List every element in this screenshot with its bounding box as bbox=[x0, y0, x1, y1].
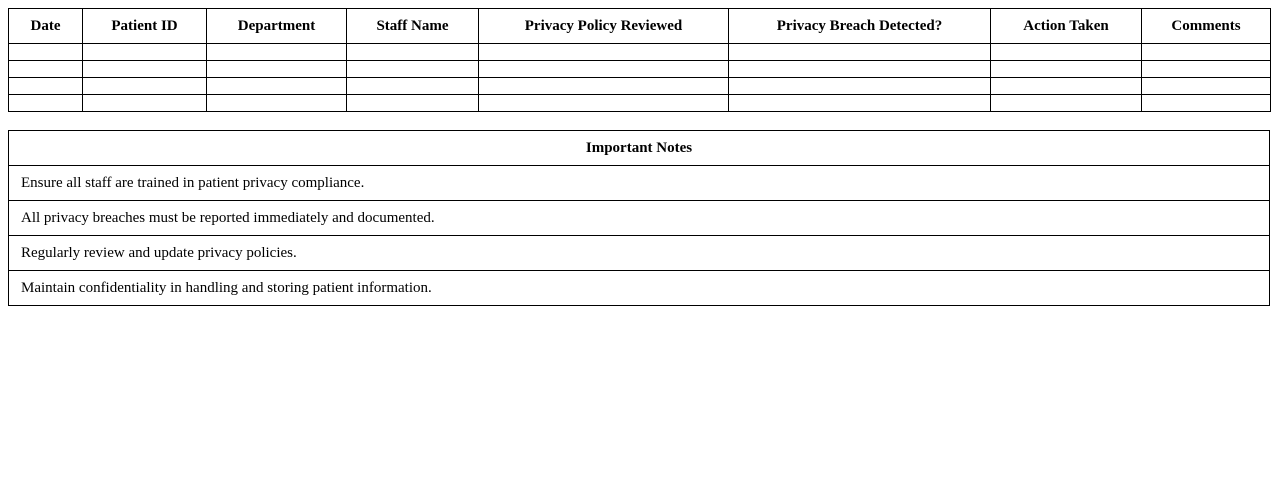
note-row: Ensure all staff are trained in patient … bbox=[8, 165, 1270, 201]
notes-title: Important Notes bbox=[8, 130, 1270, 166]
table-cell[interactable] bbox=[1141, 77, 1271, 95]
table-cell[interactable] bbox=[206, 77, 347, 95]
table-cell[interactable] bbox=[990, 77, 1142, 95]
table-cell[interactable] bbox=[82, 77, 207, 95]
table-cell[interactable] bbox=[990, 43, 1142, 61]
table-cell[interactable] bbox=[346, 60, 479, 78]
table-cell[interactable] bbox=[82, 60, 207, 78]
table-cell[interactable] bbox=[1141, 43, 1271, 61]
important-notes-table: Important Notes Ensure all staff are tra… bbox=[8, 130, 1270, 306]
header-breach-detected: Privacy Breach Detected? bbox=[728, 8, 991, 44]
table-cell[interactable] bbox=[206, 43, 347, 61]
note-item: All privacy breaches must be reported im… bbox=[8, 200, 1270, 236]
header-patient-id: Patient ID bbox=[82, 8, 207, 44]
table-row bbox=[8, 77, 1271, 95]
table-cell[interactable] bbox=[728, 43, 991, 61]
table-cell[interactable] bbox=[728, 60, 991, 78]
table-cell[interactable] bbox=[990, 60, 1142, 78]
table-cell[interactable] bbox=[478, 94, 729, 112]
table-cell[interactable] bbox=[1141, 94, 1271, 112]
table-row bbox=[8, 94, 1271, 112]
table-cell[interactable] bbox=[8, 60, 83, 78]
table-cell[interactable] bbox=[478, 43, 729, 61]
table-cell[interactable] bbox=[478, 60, 729, 78]
table-cell[interactable] bbox=[346, 94, 479, 112]
header-date: Date bbox=[8, 8, 83, 44]
note-row: All privacy breaches must be reported im… bbox=[8, 200, 1270, 236]
header-policy-reviewed: Privacy Policy Reviewed bbox=[478, 8, 729, 44]
header-comments: Comments bbox=[1141, 8, 1271, 44]
table-row bbox=[8, 43, 1271, 61]
table-cell[interactable] bbox=[206, 60, 347, 78]
note-row: Maintain confidentiality in handling and… bbox=[8, 270, 1270, 306]
header-department: Department bbox=[206, 8, 347, 44]
privacy-log-table: Date Patient ID Department Staff Name Pr… bbox=[8, 8, 1271, 112]
note-row: Regularly review and update privacy poli… bbox=[8, 235, 1270, 271]
note-item: Maintain confidentiality in handling and… bbox=[8, 270, 1270, 306]
table-row bbox=[8, 60, 1271, 78]
table-cell[interactable] bbox=[8, 77, 83, 95]
table-cell[interactable] bbox=[8, 94, 83, 112]
table-cell[interactable] bbox=[346, 43, 479, 61]
header-row: Date Patient ID Department Staff Name Pr… bbox=[8, 8, 1271, 44]
table-cell[interactable] bbox=[990, 94, 1142, 112]
note-item: Regularly review and update privacy poli… bbox=[8, 235, 1270, 271]
table-cell[interactable] bbox=[82, 43, 207, 61]
note-item: Ensure all staff are trained in patient … bbox=[8, 165, 1270, 201]
table-cell[interactable] bbox=[728, 94, 991, 112]
table-cell[interactable] bbox=[1141, 60, 1271, 78]
table-cell[interactable] bbox=[346, 77, 479, 95]
table-cell[interactable] bbox=[206, 94, 347, 112]
header-staff-name: Staff Name bbox=[346, 8, 479, 44]
table-cell[interactable] bbox=[478, 77, 729, 95]
header-action-taken: Action Taken bbox=[990, 8, 1142, 44]
table-cell[interactable] bbox=[82, 94, 207, 112]
table-cell[interactable] bbox=[8, 43, 83, 61]
table-cell[interactable] bbox=[728, 77, 991, 95]
